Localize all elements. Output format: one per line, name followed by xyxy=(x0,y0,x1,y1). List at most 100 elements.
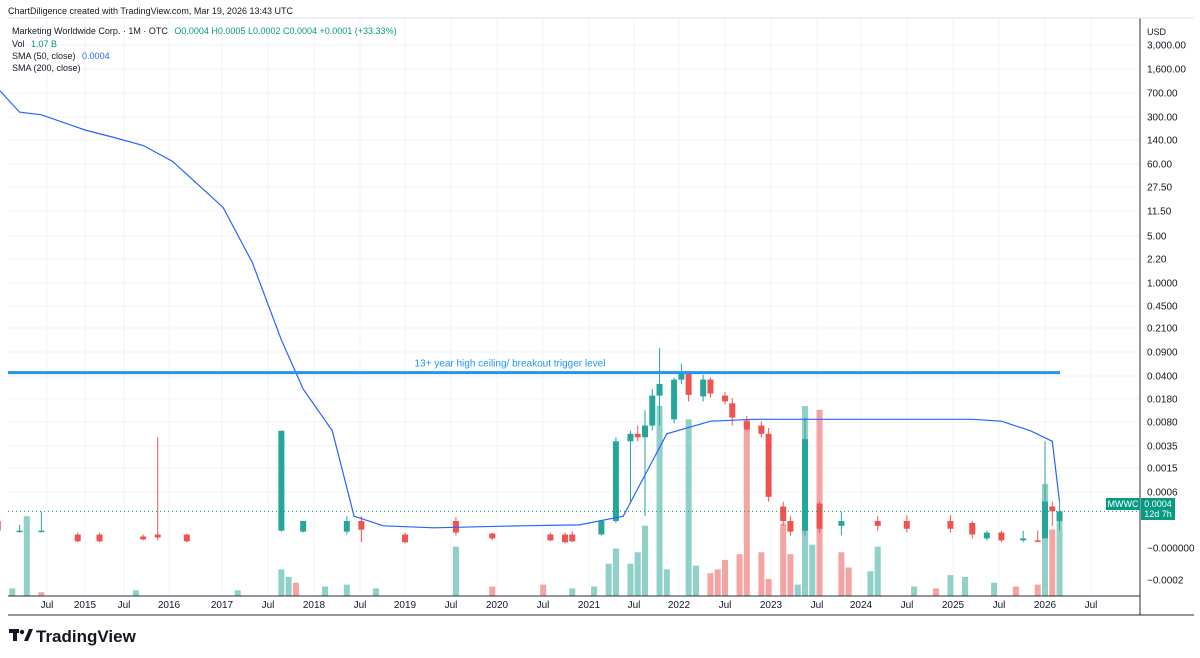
candle-body xyxy=(96,534,103,542)
candle xyxy=(183,533,190,543)
ticker-badge-text: MWWC xyxy=(1108,499,1139,509)
candle-body xyxy=(642,425,648,438)
volume-bar xyxy=(780,523,787,596)
candle-body xyxy=(569,534,576,542)
time-tick-label: 2021 xyxy=(578,600,601,611)
candle-body xyxy=(634,433,641,438)
price-tick-label: 0.4500 xyxy=(1147,302,1178,313)
candle-body xyxy=(16,530,23,533)
volume-bar xyxy=(911,586,918,596)
tradingview-logo[interactable]: TradingView xyxy=(9,627,137,646)
candle-body xyxy=(671,379,678,420)
volume-bar xyxy=(569,588,576,596)
time-tick-label: Jul xyxy=(262,600,275,611)
candle xyxy=(722,392,728,405)
candle xyxy=(300,521,307,533)
price-axis[interactable]: 3,000.00 1,600.00 700.00 300.00 140.00 60.00 2… xyxy=(1147,41,1195,587)
candle-body xyxy=(838,521,845,526)
candle xyxy=(642,410,648,517)
price-tick-label: 0.0035 xyxy=(1147,442,1178,453)
price-tick-label: 300.00 xyxy=(1147,113,1178,124)
currency-label: USD xyxy=(1147,27,1167,37)
price-tick-label: 0.0900 xyxy=(1147,348,1178,359)
candle-body xyxy=(183,534,190,542)
volume-bar xyxy=(1056,520,1063,596)
volume-bar xyxy=(634,552,641,596)
candle-body xyxy=(787,521,794,532)
candle xyxy=(983,530,990,541)
candle xyxy=(743,415,750,431)
grid xyxy=(8,18,1140,596)
price-tick-label: −0.0002 xyxy=(1147,576,1184,587)
candle-body xyxy=(562,534,568,543)
price-tick-label: 0.0080 xyxy=(1147,418,1178,429)
candle-body xyxy=(612,441,619,521)
volume-bars xyxy=(9,406,1063,596)
candle xyxy=(1034,530,1041,543)
candle xyxy=(74,532,81,543)
time-tick-label: 2019 xyxy=(394,600,417,611)
candle xyxy=(0,521,1,531)
volume-bar xyxy=(591,586,598,596)
candle-body xyxy=(874,521,881,526)
price-tick-label: 0.0015 xyxy=(1147,464,1178,475)
candle-body xyxy=(1034,540,1041,542)
candle xyxy=(569,531,576,543)
ticker-badge: MWWC xyxy=(1106,498,1140,510)
candle xyxy=(802,417,808,536)
price-tick-label: 11.50 xyxy=(1147,207,1172,218)
candle xyxy=(634,425,641,442)
time-tick-label: Jul xyxy=(1085,600,1098,611)
volume-bar xyxy=(285,577,292,596)
candle-body xyxy=(547,534,554,541)
volume-bar xyxy=(692,565,699,596)
volume-bar xyxy=(874,546,881,596)
volume-bar xyxy=(605,563,612,596)
time-axis[interactable]: Jul 2015 Jul 2016 2017 Jul 2018 Jul 2019 Jul 2020 J… xyxy=(41,600,1098,611)
price-tick-label: 0.2100 xyxy=(1147,324,1178,335)
candle xyxy=(707,377,714,398)
volume-bar xyxy=(932,588,939,596)
candle-body xyxy=(627,433,634,442)
price-tick-label: 1.0000 xyxy=(1147,279,1178,290)
volume-bar xyxy=(627,563,634,596)
price-tick-label: −0.000000 xyxy=(1147,544,1195,555)
time-tick-label: 2017 xyxy=(211,600,234,611)
price-tick-label: 5.00 xyxy=(1147,232,1167,243)
time-tick-label: Jul xyxy=(628,600,641,611)
candle-body xyxy=(38,530,45,533)
candle-body xyxy=(969,522,976,535)
price-tick-label: 27.50 xyxy=(1147,183,1172,194)
candle-body xyxy=(707,379,714,394)
candle xyxy=(838,511,845,536)
legend-row-3: SMA (50, close) 0.0004 xyxy=(12,51,110,61)
ticker-badge-bg xyxy=(1106,498,1140,510)
volume-bar xyxy=(292,582,299,596)
time-tick-label: Jul xyxy=(41,600,54,611)
sma50-value: 0.0004 xyxy=(82,51,110,61)
volume-bar xyxy=(38,592,45,596)
candle xyxy=(874,516,881,531)
candle-body xyxy=(1020,538,1027,541)
price-tick-label: 60.00 xyxy=(1147,160,1172,171)
legend-row-1: Marketing Worldwide Corp. · 1M · OTC O0.… xyxy=(12,26,397,36)
tradingview-logo-icon xyxy=(9,629,33,641)
volume-bar xyxy=(452,546,459,596)
price-tick-label: 0.0006 xyxy=(1147,488,1178,499)
candle-body xyxy=(402,534,408,543)
time-tick-label: Jul xyxy=(118,600,131,611)
candle-body xyxy=(656,383,663,396)
volume-bar xyxy=(809,544,816,596)
candle-body xyxy=(0,521,1,531)
candle-body xyxy=(358,521,365,530)
candle-body xyxy=(983,532,990,539)
candle-body xyxy=(278,430,285,531)
candle xyxy=(998,530,1005,543)
sma50-label: SMA (50, close) xyxy=(12,51,76,61)
candle-body xyxy=(729,403,736,418)
candle-body xyxy=(700,379,707,397)
candle-body xyxy=(816,503,823,529)
candle-body xyxy=(722,395,728,402)
volume-bar xyxy=(794,584,801,596)
